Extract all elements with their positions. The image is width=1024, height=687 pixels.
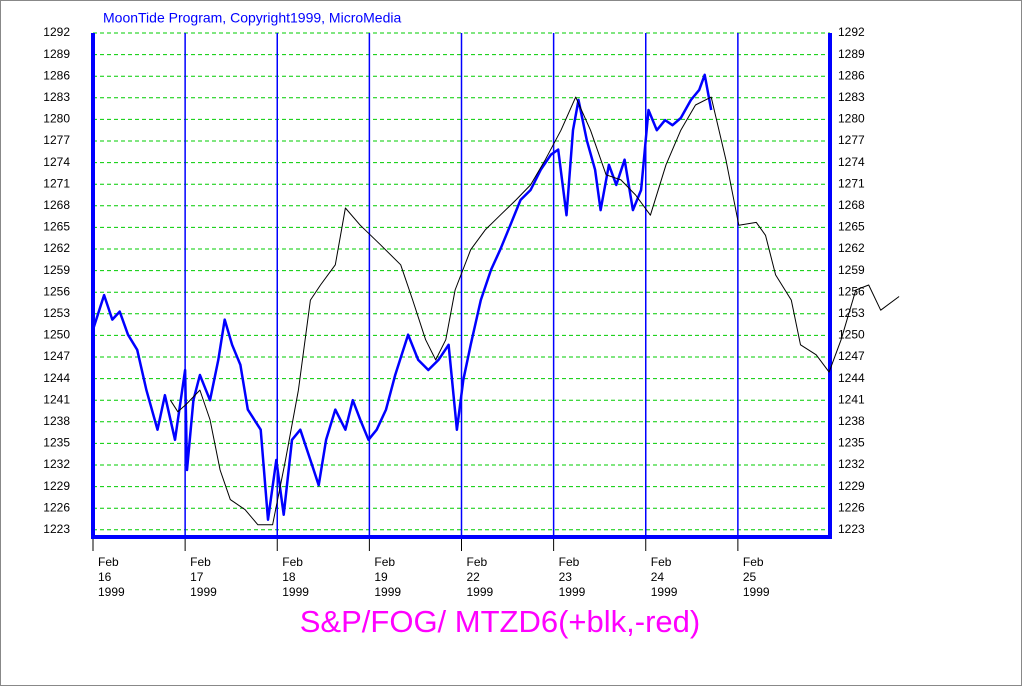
y2-tick-label: 1274 — [838, 155, 865, 169]
y2-tick-label: 1244 — [838, 371, 865, 385]
y-tick-label: 1253 — [43, 306, 70, 320]
y-tick-label: 1280 — [43, 112, 70, 126]
y-tick-label: 1226 — [43, 500, 70, 514]
x-tick-label: Feb 16 1999 — [98, 555, 125, 599]
y2-tick-label: 1277 — [838, 133, 865, 147]
y-tick-label: 1241 — [43, 392, 70, 406]
x-tick-label: Feb 24 1999 — [651, 555, 678, 599]
y2-tick-label: 1292 — [838, 25, 865, 39]
y2-tick-label: 1256 — [838, 284, 865, 298]
y-tick-label: 1277 — [43, 133, 70, 147]
x-tick-label: Feb 19 1999 — [374, 555, 401, 599]
series-line — [169, 96, 900, 526]
y2-tick-label: 1253 — [838, 306, 865, 320]
chart-subtitle: S&P/FOG/ MTZD6(+blk,-red) — [300, 604, 700, 639]
y2-tick-label: 1280 — [838, 112, 865, 126]
y-tick-label: 1238 — [43, 414, 70, 428]
y2-tick-label: 1286 — [838, 68, 865, 82]
y2-tick-label: 1259 — [838, 263, 865, 277]
y-tick-label: 1229 — [43, 479, 70, 493]
y-tick-label: 1283 — [43, 90, 70, 104]
y2-tick-label: 1268 — [838, 198, 865, 212]
y2-tick-label: 1238 — [838, 414, 865, 428]
y2-tick-label: 1226 — [838, 500, 865, 514]
y2-tick-label: 1250 — [838, 328, 865, 342]
x-tick-label: Feb 17 1999 — [190, 555, 217, 599]
x-tick-label: Feb 23 1999 — [559, 555, 586, 599]
y-tick-label: 1268 — [43, 198, 70, 212]
y2-tick-label: 1241 — [838, 392, 865, 406]
y2-tick-label: 1223 — [838, 522, 865, 536]
y2-tick-label: 1235 — [838, 436, 865, 450]
y-tick-label: 1232 — [43, 457, 70, 471]
y2-tick-label: 1247 — [838, 349, 865, 363]
x-tick-label: Feb 18 1999 — [282, 555, 309, 599]
y2-tick-label: 1271 — [838, 176, 865, 190]
y-tick-label: 1247 — [43, 349, 70, 363]
y-tick-label: 1271 — [43, 176, 70, 190]
y2-tick-label: 1262 — [838, 241, 865, 255]
y-tick-label: 1286 — [43, 68, 70, 82]
y2-tick-label: 1265 — [838, 220, 865, 234]
y-tick-label: 1289 — [43, 47, 70, 61]
y-tick-label: 1244 — [43, 371, 70, 385]
y-tick-label: 1259 — [43, 263, 70, 277]
y2-tick-label: 1283 — [838, 90, 865, 104]
y2-tick-label: 1232 — [838, 457, 865, 471]
y2-tick-label: 1229 — [838, 479, 865, 493]
y-tick-label: 1274 — [43, 155, 70, 169]
y-tick-label: 1256 — [43, 284, 70, 298]
x-tick-label: Feb 25 1999 — [743, 555, 770, 599]
chart-title: MoonTide Program, Copyright1999, MicroMe… — [103, 10, 401, 26]
y-tick-label: 1292 — [43, 25, 70, 39]
x-tick-label: Feb 22 1999 — [467, 555, 494, 599]
y-tick-label: 1262 — [43, 241, 70, 255]
y-tick-label: 1235 — [43, 436, 70, 450]
y-tick-label: 1265 — [43, 220, 70, 234]
y-tick-label: 1250 — [43, 328, 70, 342]
y-tick-label: 1223 — [43, 522, 70, 536]
y2-tick-label: 1289 — [838, 47, 865, 61]
